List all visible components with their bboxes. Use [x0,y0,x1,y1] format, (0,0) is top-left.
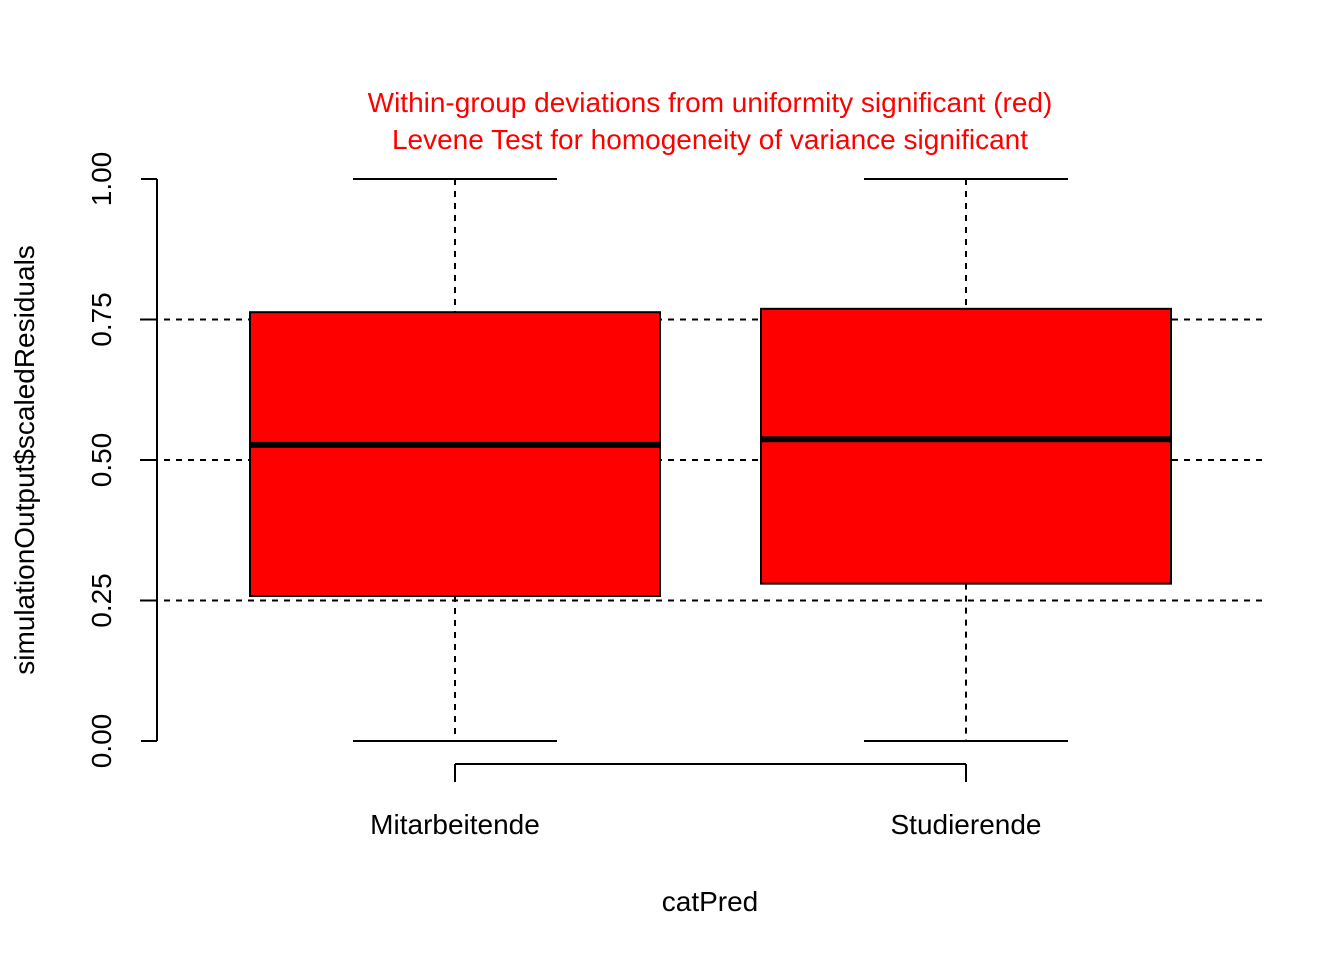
chart-title-line-1: Within-group deviations from uniformity … [368,87,1053,118]
y-tick-label: 0.75 [86,292,117,347]
box-studierende [760,178,1172,742]
y-axis: 0.00 0.25 0.50 0.75 1.00 [86,152,158,769]
x-axis: Mitarbeitende Studierende [370,763,1042,840]
x-tick-label: Studierende [890,809,1041,840]
iqr-box [760,307,1172,585]
y-tick-label: 1.00 [86,152,117,207]
x-axis-title: catPred [662,886,759,917]
box-group [249,178,1172,742]
box-mitarbeitende [249,178,661,742]
iqr-box [249,311,661,598]
chart-title: Within-group deviations from uniformity … [368,87,1053,155]
chart-title-line-2: Levene Test for homogeneity of variance … [392,124,1028,155]
y-tick-label: 0.00 [86,714,117,769]
y-tick-label: 0.50 [86,433,117,488]
y-tick-label: 0.25 [86,573,117,628]
x-tick-label: Mitarbeitende [370,809,540,840]
y-axis-title: simulationOutput$scaledResiduals [9,245,40,675]
